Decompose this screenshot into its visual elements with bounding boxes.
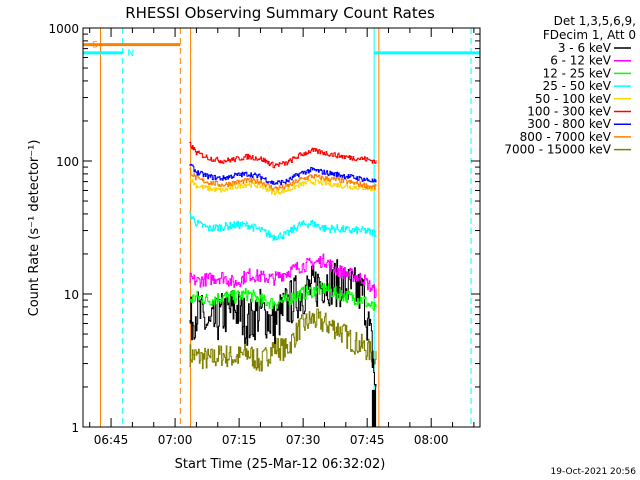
legend-label: 25 - 50 keV (543, 79, 612, 93)
flag-label: S (92, 41, 98, 51)
x-tick-label: 07:00 (158, 433, 193, 447)
legend: Det 1,3,5,6,9, FDecim 1, Att 0 3 - 6 keV… (504, 14, 636, 157)
series-line-25-50keV (189, 210, 377, 241)
legend-label: 12 - 25 keV (543, 66, 612, 80)
legend-label: 7000 - 15000 keV (504, 143, 611, 157)
chart-title: RHESSI Observing Summary Count Rates (125, 4, 435, 22)
legend-label: 3 - 6 keV (558, 41, 612, 55)
flag-label: N (127, 49, 134, 59)
x-tick-label: 08:00 (414, 433, 449, 447)
legend-label: 800 - 7000 keV (520, 130, 612, 144)
y-tick-label: 1 (71, 421, 79, 435)
series-line-800-7000keV (189, 168, 377, 191)
legend-label: 300 - 800 keV (527, 117, 611, 131)
series-line-100-300keV (189, 141, 377, 169)
x-axis-label: Start Time (25-Mar-12 06:32:02) (175, 457, 386, 472)
x-tick-label: 07:45 (350, 433, 385, 447)
legend-header-line-1: Det 1,3,5,6,9, (554, 14, 636, 28)
legend-label: 100 - 300 keV (527, 105, 611, 119)
legend-label: 6 - 12 keV (550, 54, 612, 68)
legend-header-line-2: FDecim 1, Att 0 (543, 28, 636, 42)
series-line-7000-15000keV (189, 308, 377, 372)
x-tick-label: 07:30 (286, 433, 321, 447)
x-tick-label: 06:45 (94, 433, 129, 447)
y-tick-label: 100 (56, 155, 79, 169)
series-line-50-100keV (189, 176, 377, 196)
series-line-12-25keV (189, 282, 377, 311)
legend-label: 50 - 100 keV (535, 92, 612, 106)
y-tick-label: 10 (64, 288, 79, 302)
y-tick-label: 1000 (48, 22, 79, 36)
series-line-300-800keV (189, 163, 377, 186)
series-line-6-12keV (189, 253, 377, 299)
y-axis-label: Count Rate (s⁻¹ detector⁻¹) (27, 140, 42, 317)
x-tick-label: 07:15 (222, 433, 257, 447)
footer-date: 19-Oct-2021 20:56 (551, 467, 637, 477)
